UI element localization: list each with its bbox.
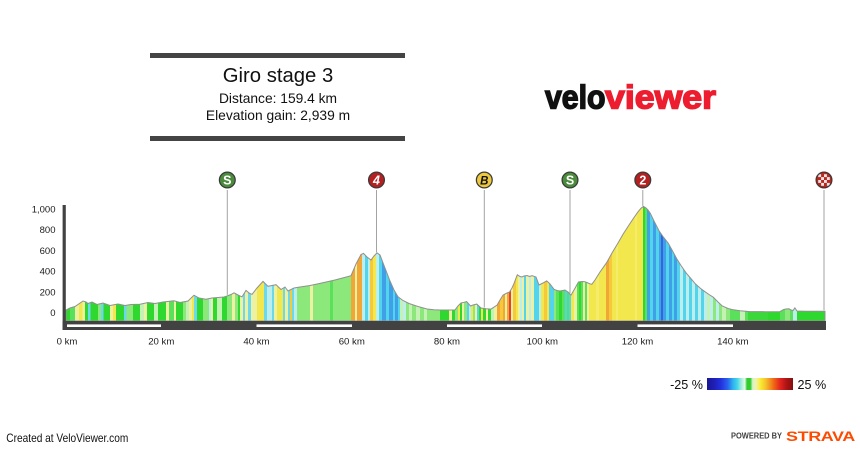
svg-text:20 km: 20 km: [148, 337, 174, 348]
svg-text:4: 4: [372, 174, 380, 188]
svg-text:1,000: 1,000: [32, 204, 56, 215]
svg-text:800: 800: [40, 225, 56, 236]
svg-text:60 km: 60 km: [339, 337, 365, 348]
svg-text:100 km: 100 km: [527, 337, 558, 348]
svg-text:0 km: 0 km: [57, 337, 78, 348]
svg-text:600: 600: [40, 246, 56, 257]
svg-text:STRAVA: STRAVA: [786, 429, 856, 445]
svg-text:S: S: [223, 174, 231, 188]
svg-text:25 %: 25 %: [798, 378, 827, 392]
svg-text:40 km: 40 km: [243, 337, 269, 348]
svg-text:80 km: 80 km: [434, 337, 460, 348]
svg-text:2: 2: [639, 174, 646, 188]
svg-text:velo: velo: [545, 80, 606, 117]
svg-text:120 km: 120 km: [622, 337, 653, 348]
svg-text:140 km: 140 km: [717, 337, 748, 348]
svg-text:viewer: viewer: [605, 80, 716, 117]
svg-text:Created at VeloViewer.com: Created at VeloViewer.com: [6, 432, 128, 445]
svg-text:-25 %: -25 %: [670, 378, 703, 392]
svg-text:200: 200: [40, 287, 56, 298]
svg-text:S: S: [566, 174, 574, 188]
svg-text:0: 0: [50, 308, 55, 319]
svg-text:B: B: [480, 175, 488, 187]
svg-text:400: 400: [40, 267, 56, 278]
svg-text:POWERED BY: POWERED BY: [731, 430, 782, 440]
